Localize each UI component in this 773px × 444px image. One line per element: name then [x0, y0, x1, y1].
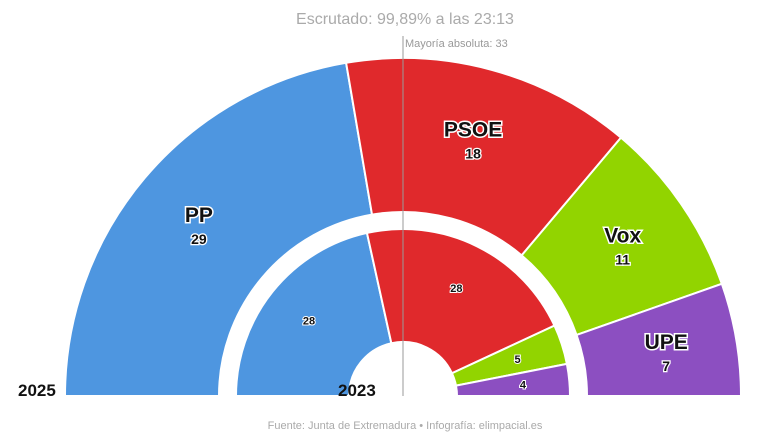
seat-count-upe-2023: 4 — [520, 379, 527, 391]
seat-count-pp-2023: 28 — [303, 316, 315, 328]
seat-count-vox-2023: 5 — [515, 354, 521, 366]
segment-pp-2025 — [63, 61, 374, 397]
seat-count-pp-2025: 29 — [191, 231, 207, 247]
segment-upe-2025 — [575, 282, 743, 397]
source-note: Fuente: Junta de Extremadura • Infografí… — [268, 420, 543, 432]
party-label-psoe: PSOE — [444, 118, 502, 141]
party-label-upe: UPE — [645, 331, 688, 354]
majority-label: Mayoría absoluta: 33 — [405, 38, 508, 50]
year-label-2023: 2023 — [338, 381, 376, 400]
segment-psoe-2025 — [344, 57, 623, 257]
segment-pp-2023 — [234, 231, 393, 397]
year-label-2025: 2025 — [18, 381, 56, 400]
seat-count-vox-2025: 11 — [615, 251, 630, 267]
seat-count-upe-2025: 7 — [662, 358, 670, 374]
chart-title: Escrutado: 99,89% a las 23:13 — [296, 11, 514, 28]
party-label-pp: PP — [185, 204, 213, 227]
inner-ring-2023 — [234, 228, 572, 397]
seat-count-psoe-2025: 18 — [465, 145, 481, 161]
seat-labels: PP 29 PSOE 18 Vox 11 UPE 7 28 28 5 4 — [183, 117, 689, 393]
segment-psoe-2023 — [365, 228, 556, 375]
party-label-vox: Vox — [604, 224, 641, 247]
seat-count-psoe-2023: 28 — [450, 283, 462, 295]
outer-ring-2025 — [63, 57, 743, 397]
segment-upe-2023 — [454, 362, 572, 397]
